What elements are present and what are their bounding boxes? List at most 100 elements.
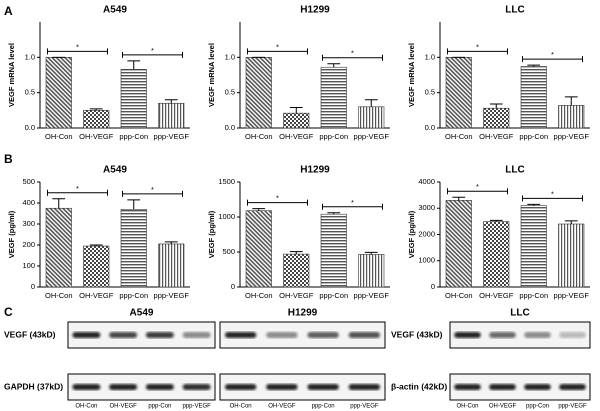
y-tick-label: 200 [22,240,35,249]
significance-bracket [122,190,183,197]
blot-band [182,332,211,338]
chart-title: A549 [103,5,127,16]
blot-band [109,332,138,338]
bar [320,66,347,129]
blot-title: H1299 [288,308,318,319]
blot-band [454,332,481,338]
error-bar [89,108,103,111]
significance-label: * [76,42,79,51]
y-tick-label: 0.0 [25,123,35,132]
y-tick-label: 0.0 [225,123,235,132]
blot-band [182,384,211,390]
y-tick-label: 0 [231,282,235,291]
blot-band [348,332,381,338]
significance-label: * [551,189,554,198]
blot-band [489,384,516,390]
x-tick-label: ppp-VEGF [154,291,190,300]
lane-label: OH-VEGF [268,404,296,410]
x-tick-label: OH-Con [245,291,273,300]
chart-title: LLC [505,165,524,176]
error-bar [327,212,341,215]
y-tick-label: 3000 [418,203,435,212]
y-tick-label: 0.0 [425,123,435,132]
bar [520,66,547,129]
bar [45,207,72,288]
significance-label: * [276,194,279,203]
y-tick-label: 1.0 [25,52,35,61]
y-tick-label: 1.0 [425,52,435,61]
blot-band [224,332,257,338]
error-bar [364,99,378,107]
bar [320,213,347,288]
x-tick-label: OH-Con [245,132,273,141]
bar [520,205,547,288]
lane-label: ppp-Con [148,404,171,410]
lane-label: OH-VEGF [489,404,517,410]
lane-label: ppp-VEGF [558,404,587,410]
lane-label: ppp-Con [526,404,549,410]
y-tick-label: 4000 [418,177,435,186]
lane-label: ppp-VEGF [350,404,379,410]
x-tick-label: OH-Con [445,132,473,141]
y-tick-label: 100 [22,261,35,270]
x-tick-label: ppp-VEGF [554,132,590,141]
blot-band [307,332,339,338]
y-tick-label: 1000 [418,256,435,265]
y-axis-label: VEGF (pg/ml) [7,210,16,258]
y-tick-label: 0.5 [425,88,435,97]
chart-title: A549 [103,165,127,176]
blot-band [266,332,298,338]
significance-label: * [276,42,279,51]
y-axis-label: VEGF (pg/ml) [207,210,216,258]
bar [83,110,110,129]
chart-title: H1299 [300,5,330,16]
y-tick-label: 400 [22,198,35,207]
bar [283,112,310,129]
lane-label: ppp-Con [312,404,335,410]
x-tick-label: ppp-VEGF [554,291,590,300]
lane-label: OH-Con [230,404,252,410]
x-tick-label: ppp-Con [319,132,348,141]
error-bar [452,196,466,201]
error-bar [489,219,503,222]
blot-title: A549 [130,308,154,319]
y-tick-label: 300 [22,219,35,228]
significance-label: * [476,182,479,191]
error-bar [164,241,178,244]
x-tick-label: ppp-VEGF [354,132,390,141]
significance-bracket [447,48,508,55]
chart-title: LLC [505,5,524,16]
x-tick-label: OH-VEGF [279,291,314,300]
x-tick-label: OH-Con [45,291,73,300]
significance-label: * [476,42,479,51]
blot-band [145,332,174,338]
bar [358,254,385,288]
y-tick-label: 0.5 [225,88,235,97]
blot-band [145,384,174,390]
blot-band [72,332,101,338]
significance-label: * [151,185,154,194]
x-tick-label: OH-VEGF [479,291,514,300]
blot-band [72,384,101,390]
blot-band [348,384,381,390]
blot-band [224,384,257,390]
significance-bracket [47,189,108,196]
bar [483,107,510,129]
blot-band [307,384,339,390]
significance-bracket [47,48,108,55]
bar [158,102,185,129]
bar [120,209,147,288]
x-tick-label: ppp-Con [119,291,148,300]
bar [558,105,585,129]
y-tick-label: 500 [22,177,35,186]
blot-band [524,384,551,390]
error-bar [52,198,66,209]
blot-row-label: VEGF (43kD) [391,329,443,339]
lane-label: OH-VEGF [109,404,137,410]
x-tick-label: ppp-Con [119,132,148,141]
y-axis-label: VEGF mRNA level [407,43,416,107]
y-axis-label: VEGF mRNA level [207,43,216,107]
significance-bracket [447,188,508,195]
y-axis-label: VEGF mRNA level [7,43,16,107]
